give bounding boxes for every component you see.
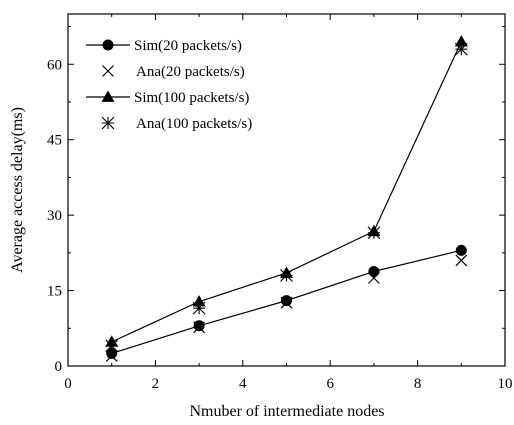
data-point xyxy=(368,265,380,277)
series-layer xyxy=(105,35,468,362)
data-point xyxy=(193,321,206,334)
legend: Sim(20 packets/s) Ana(20 packets/s) Sim(10… xyxy=(86,38,252,132)
data-point xyxy=(454,35,468,47)
data-point xyxy=(105,350,118,362)
series-2 xyxy=(105,254,468,362)
plot-frame xyxy=(67,13,506,367)
data-point xyxy=(280,269,293,282)
y-tick-label: 45 xyxy=(47,133,62,149)
x-tick-label: 10 xyxy=(498,376,513,392)
x-tick-label: 8 xyxy=(414,376,422,392)
y-tick-label: 30 xyxy=(47,208,62,224)
data-point xyxy=(455,254,468,267)
legend-label: Sim(100 packets/s) xyxy=(134,90,249,106)
legend-marker xyxy=(102,65,114,77)
x-tick-label: 6 xyxy=(326,376,334,392)
legend-marker xyxy=(101,116,115,130)
legend-marker xyxy=(102,39,114,51)
legend-item: Ana(20 packets/s) xyxy=(102,64,245,80)
y-tick-label: 60 xyxy=(47,57,62,73)
series-4 xyxy=(105,42,468,353)
x-axis: 0 2 4 6 8 10 xyxy=(64,14,513,392)
y-tick-label: 0 xyxy=(55,359,63,375)
x-axis-title: Nmuber of intermediate nodes xyxy=(189,403,384,420)
x-tick-label: 2 xyxy=(152,376,160,392)
data-point xyxy=(454,42,468,56)
data-point xyxy=(105,339,119,353)
plot-area-border xyxy=(67,13,506,367)
legend-label: Ana(20 packets/s) xyxy=(136,64,245,80)
data-point xyxy=(106,347,118,359)
data-point xyxy=(455,244,467,256)
y-axis: 0 15 30 45 60 xyxy=(47,26,505,375)
data-point xyxy=(367,272,380,284)
y-tick-label: 15 xyxy=(47,284,62,300)
x-tick-label: 4 xyxy=(239,376,247,392)
legend-label: Ana(100 packets/s) xyxy=(136,116,252,132)
data-point xyxy=(192,295,206,307)
data-point xyxy=(281,295,292,307)
series-1 xyxy=(106,244,467,359)
legend-marker xyxy=(101,90,115,102)
legend-item: Sim(20 packets/s) xyxy=(86,38,242,54)
legend-item: Sim(100 packets/s) xyxy=(86,90,249,106)
data-point xyxy=(192,301,206,315)
y-axis-title: Average access delay(ms) xyxy=(9,107,26,273)
data-point xyxy=(193,320,205,332)
data-point xyxy=(280,296,293,309)
x-tick-label: 0 xyxy=(64,376,72,392)
data-point xyxy=(367,226,381,240)
legend-item: Ana(100 packets/s) xyxy=(101,116,252,132)
legend-label: Sim(20 packets/s) xyxy=(134,38,242,54)
